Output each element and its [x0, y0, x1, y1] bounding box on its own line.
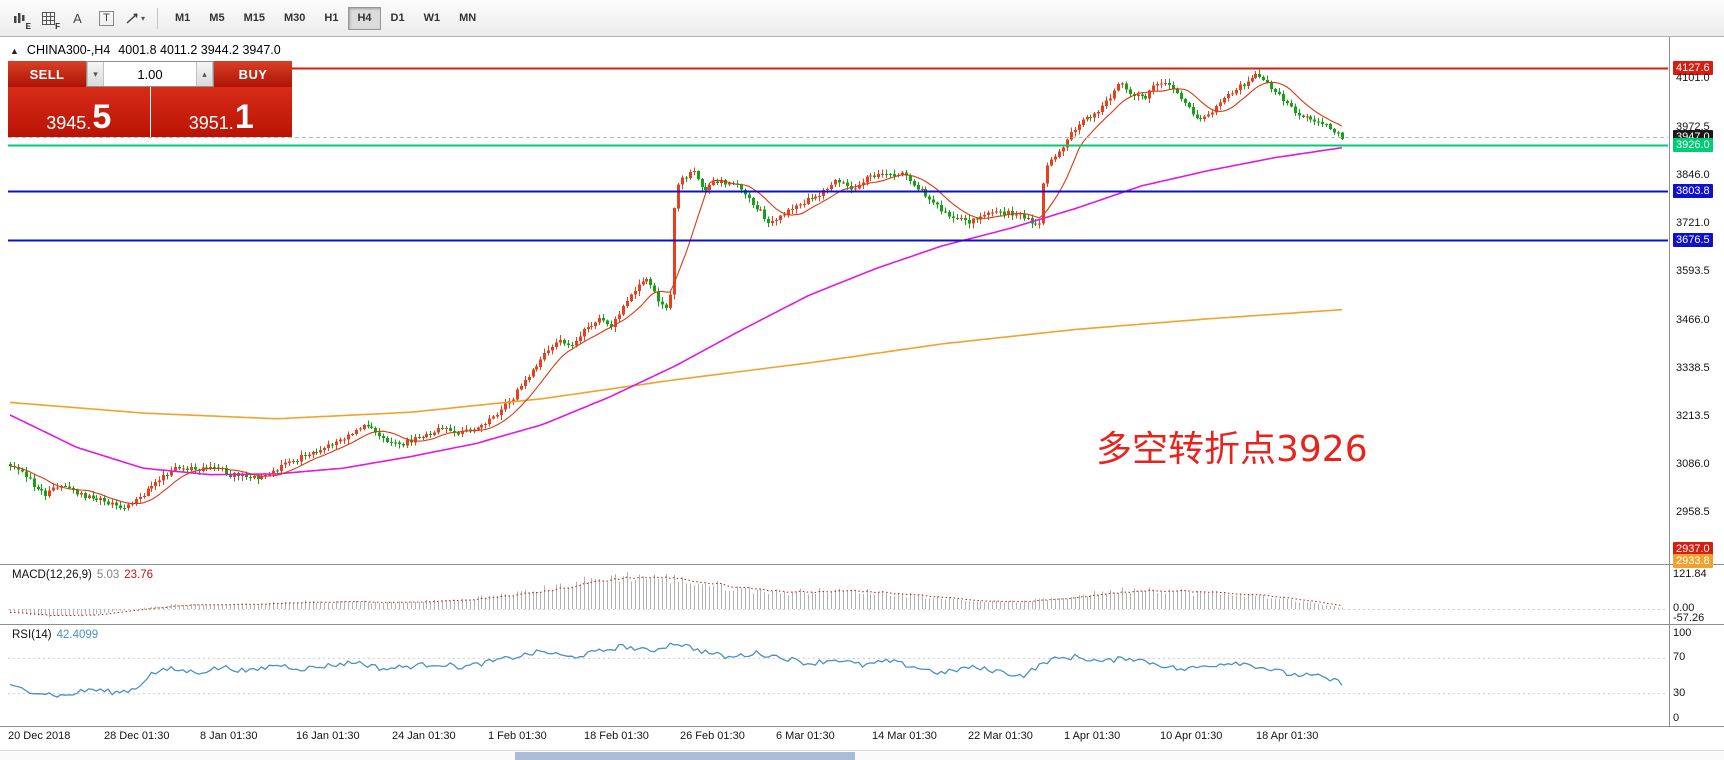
buy-button[interactable]: BUY [214, 61, 292, 87]
timeframe-h1-button[interactable]: H1 [324, 12, 339, 24]
letter-t-icon: T [99, 10, 114, 26]
ma-slow-line [9, 308, 1342, 420]
price-axis-label-3593.5: 3593.5 [1676, 265, 1710, 277]
price-axis-label-2937.0: 2937.0 [1673, 542, 1713, 556]
time-axis-label-5: 1 Feb 01:30 [488, 730, 547, 742]
time-axis-label-10: 22 Mar 01:30 [968, 730, 1033, 742]
indicator-f-button[interactable]: F [35, 6, 62, 31]
price-axis-label-3086.0: 3086.0 [1676, 458, 1710, 470]
price-axis-label-3926.0: 3926.0 [1673, 138, 1713, 152]
time-axis-label-6: 18 Feb 01:30 [584, 730, 649, 742]
time-axis-label-9: 14 Mar 01:30 [872, 730, 937, 742]
time-axis-label-7: 26 Feb 01:30 [680, 730, 745, 742]
buy-price-main: 3951. [188, 113, 234, 133]
price-axis-label-3803.8: 3803.8 [1673, 184, 1713, 198]
buy-price-display[interactable]: 3951. 1 [150, 87, 292, 137]
time-axis-label-2: 8 Jan 01:30 [200, 730, 258, 742]
price-axis-label-3721.0: 3721.0 [1676, 217, 1710, 229]
toolbar-separator [157, 7, 158, 29]
time-axis-label-1: 28 Dec 01:30 [104, 730, 170, 742]
rsi-axis-label-30: 30 [1673, 687, 1686, 699]
price-axis-label-3676.5: 3676.5 [1673, 233, 1713, 247]
one-click-trading-panel: SELL ▾ 1.00 ▴ BUY 3945. 5 3951. 1 [8, 61, 292, 137]
ma-medium-line [9, 146, 1343, 476]
indicator-e-button[interactable]: E [6, 6, 33, 31]
time-axis-label-3: 16 Jan 01:30 [296, 730, 360, 742]
volume-value[interactable]: 1.00 [137, 66, 163, 82]
label-a-button[interactable]: A [64, 6, 91, 31]
timeframe-mn-button[interactable]: MN [459, 12, 477, 24]
grid-icon [42, 11, 55, 25]
timeframe-w1-button[interactable]: W1 [423, 12, 441, 24]
timeframe-m1-button[interactable]: M1 [175, 12, 191, 24]
collapse-panel-icon[interactable]: ▲ [10, 46, 19, 56]
price-axis-label-4101.0: 4101.0 [1676, 72, 1710, 84]
chart-title: ▲ CHINA300-,H4 4001.8 4011.2 3944.2 3947… [10, 43, 281, 57]
sell-price-display[interactable]: 3945. 5 [8, 87, 150, 137]
draw-tools-button[interactable]: ▾ [122, 6, 149, 31]
price-axis-label-2958.5: 2958.5 [1676, 506, 1710, 518]
macd-axis-label-121.84: 121.84 [1673, 568, 1707, 580]
timeframe-m30-button[interactable]: M30 [283, 12, 306, 24]
macd-axis-label-0.00: 0.00 [1673, 602, 1695, 614]
sell-price-main: 3945. [46, 113, 92, 133]
price-axis-label-2933.8: 2933.8 [1673, 554, 1713, 568]
time-axis-label-12: 10 Apr 01:30 [1160, 730, 1223, 742]
price-axis-label-3338.5: 3338.5 [1676, 362, 1710, 374]
timeframe-m5-button[interactable]: M5 [209, 12, 225, 24]
ma-fast-line [9, 81, 1343, 505]
time-axis-label-4: 24 Jan 01:30 [392, 730, 456, 742]
price-axis-label-4127.6: 4127.6 [1673, 61, 1713, 75]
ohlc-values: 4001.8 4011.2 3944.2 3947.0 [118, 43, 281, 57]
rsi-value: 42.4099 [56, 629, 99, 641]
macd-axis-label--57.26: -57.26 [1673, 612, 1705, 624]
macd-signal-value: 23.76 [124, 569, 154, 581]
macd-value: 5.03 [96, 569, 120, 581]
candlestick-series [9, 69, 1344, 511]
time-axis-label-11: 1 Apr 01:30 [1064, 730, 1121, 742]
chart-annotation-text: 多空转折点3926 [1096, 429, 1368, 470]
sell-price-pips: 5 [92, 98, 112, 137]
rsi-name: RSI(14) [12, 629, 52, 641]
text-t-button[interactable]: T [93, 6, 120, 31]
rsi-axis-label-70: 70 [1673, 651, 1686, 663]
symbol-period-label: CHINA300-,H4 [26, 43, 111, 57]
rsi-axis-label-100: 100 [1673, 627, 1692, 639]
macd-indicator-label: MACD(12,26,9) 5.03 23.76 [12, 569, 153, 581]
timeframe-d1-button[interactable]: D1 [390, 12, 405, 24]
rsi-line [9, 642, 1343, 698]
timeframe-m15-button[interactable]: M15 [243, 12, 265, 24]
pane-separators [0, 37, 1724, 727]
volume-stepper[interactable]: ▾ 1.00 ▴ [86, 61, 214, 87]
time-axis-label-0: 20 Dec 2018 [8, 730, 71, 742]
price-axis-label-3846.0: 3846.0 [1676, 169, 1710, 181]
toolbar: E F A T ▾ M1 M5 M15 M30 H1 H4 D1 W1 MN [0, 0, 1724, 37]
buy-price-pips: 1 [234, 98, 254, 137]
bar-chart-icon [13, 12, 24, 23]
price-axis-label-3466.0: 3466.0 [1676, 314, 1710, 326]
macd-histogram [10, 571, 1343, 618]
rsi-indicator-label: RSI(14) 42.4099 [12, 629, 98, 641]
rsi-axis-label-0: 0 [1673, 712, 1680, 724]
letter-a-icon: A [73, 10, 82, 26]
time-axis-label-13: 18 Apr 01:30 [1256, 730, 1319, 742]
volume-up-button[interactable]: ▴ [196, 62, 213, 86]
volume-down-button[interactable]: ▾ [87, 62, 104, 86]
trendline-icon [126, 12, 138, 24]
icon-sub-letter: F [55, 21, 60, 31]
timeframe-h4-button[interactable]: H4 [348, 6, 381, 30]
time-axis-label-8: 6 Mar 01:30 [776, 730, 835, 742]
price-axis-label-3213.5: 3213.5 [1676, 410, 1710, 422]
timeframe-group: M1 M5 M15 M30 H1 H4 D1 W1 MN [166, 6, 485, 30]
horizontal-scrollbar[interactable] [0, 750, 1724, 760]
macd-name: MACD(12,26,9) [12, 569, 92, 581]
icon-sub-letter: E [25, 21, 31, 31]
chevron-down-icon: ▾ [140, 13, 145, 23]
scrollbar-thumb[interactable] [515, 752, 855, 760]
sell-button[interactable]: SELL [8, 61, 86, 87]
